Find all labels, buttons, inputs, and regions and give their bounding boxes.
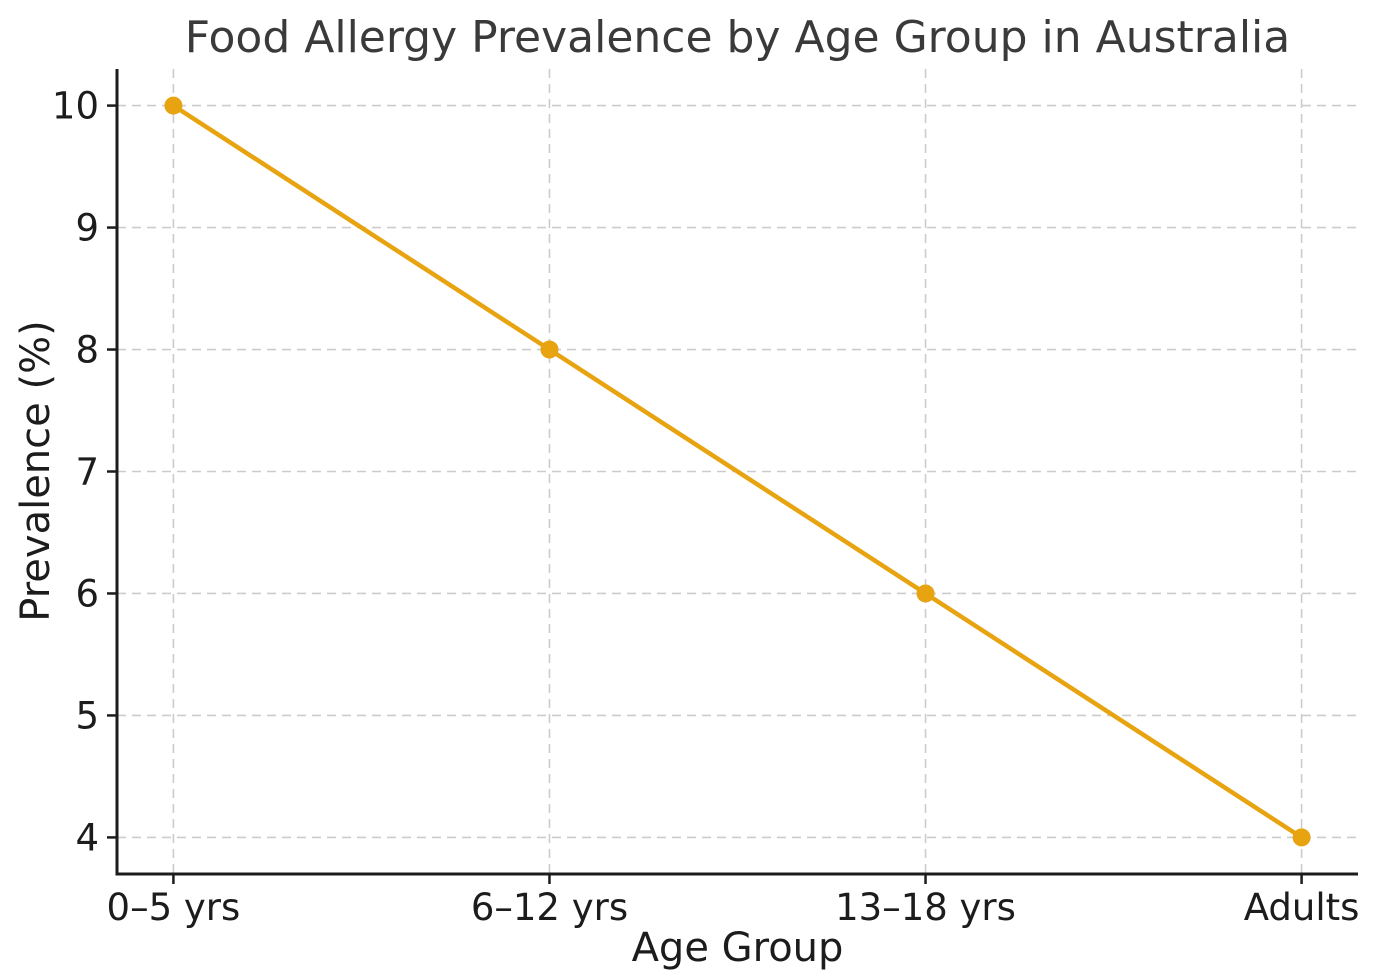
data-point — [164, 96, 183, 115]
y-tick-label: 6 — [75, 572, 99, 615]
x-axis-label: Age Group — [631, 925, 844, 971]
x-tick-label: 13–18 yrs — [835, 886, 1016, 929]
x-tick-label: Adults — [1244, 886, 1360, 929]
y-axis-label: Prevalence (%) — [13, 320, 59, 622]
y-tick-label: 5 — [75, 694, 99, 737]
x-tick-label: 0–5 yrs — [107, 886, 241, 929]
data-point — [1292, 828, 1311, 847]
data-point — [916, 584, 935, 603]
chart-title: Food Allergy Prevalence by Age Group in … — [184, 12, 1291, 63]
data-point — [540, 340, 559, 359]
data-line — [171, 103, 1304, 840]
x-tick-label: 6–12 yrs — [471, 886, 628, 929]
y-tick-label: 8 — [75, 329, 99, 372]
y-tick-label: 10 — [52, 85, 99, 128]
y-tick-label: 4 — [75, 816, 99, 859]
y-tick-label: 7 — [75, 451, 99, 494]
y-tick-label: 9 — [75, 207, 99, 250]
